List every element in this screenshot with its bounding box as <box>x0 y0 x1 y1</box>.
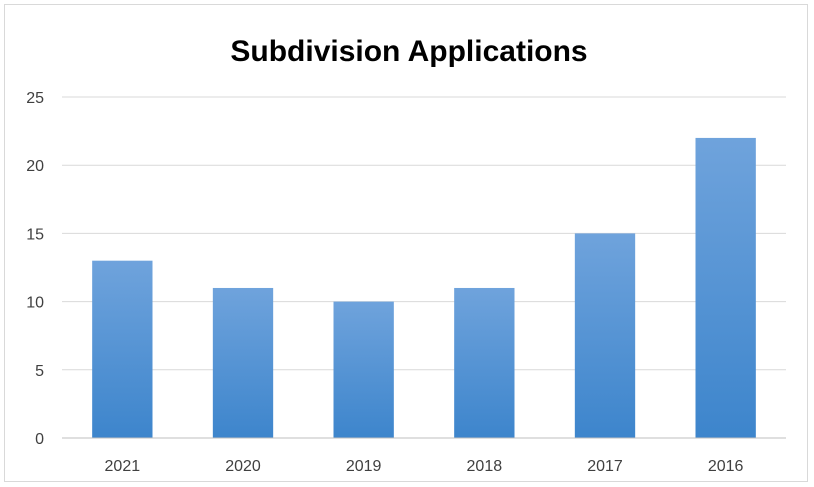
y-tick-label: 0 <box>35 431 44 448</box>
y-tick-label: 20 <box>26 158 44 175</box>
y-tick-label: 25 <box>26 90 44 107</box>
x-tick-label: 2016 <box>708 458 744 475</box>
x-tick-label: 2017 <box>587 458 623 475</box>
bar-2016 <box>695 137 756 439</box>
chart-title: Subdivision Applications <box>230 35 587 68</box>
bars <box>92 137 756 439</box>
bar-2018 <box>454 287 515 438</box>
gridlines <box>62 96 786 371</box>
x-tick-label: 2019 <box>346 458 382 475</box>
x-tick-label: 2020 <box>225 458 261 475</box>
y-axis-ticks: 0 5 10 15 20 25 <box>26 90 44 448</box>
x-tick-label: 2018 <box>467 458 503 475</box>
x-tick-label: 2021 <box>105 458 141 475</box>
bar-2017 <box>574 233 636 438</box>
bar-2021 <box>92 260 153 438</box>
bar-2019 <box>333 301 394 438</box>
y-tick-label: 5 <box>35 363 44 380</box>
bar-2020 <box>212 287 274 438</box>
y-tick-label: 15 <box>26 226 44 243</box>
x-axis-ticks: 2021 2020 2019 2018 2017 2016 <box>105 458 744 475</box>
y-tick-label: 10 <box>26 295 44 312</box>
